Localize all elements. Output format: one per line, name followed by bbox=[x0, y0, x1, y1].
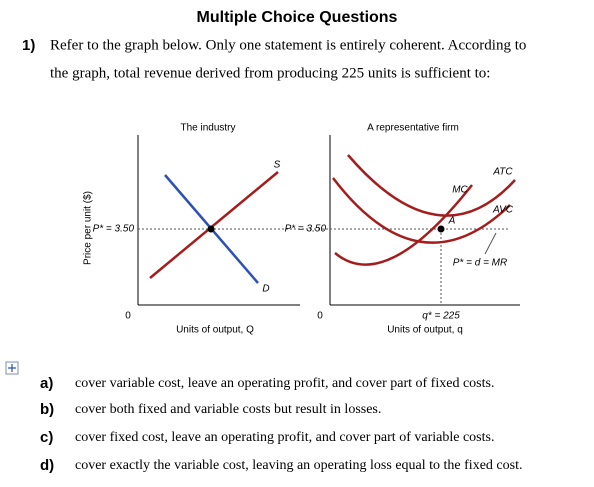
option-text: cover fixed cost, leave an operating pro… bbox=[75, 430, 494, 445]
point-label: A bbox=[448, 216, 456, 227]
x-axis-label: Units of output, q bbox=[387, 325, 463, 336]
equilibrium-point bbox=[437, 225, 445, 233]
industry-graph: The industry Price per unit ($) P* = 3.5… bbox=[83, 123, 330, 336]
demand-label: D bbox=[262, 284, 269, 295]
supply-curve bbox=[149, 171, 279, 279]
option-text: cover exactly the variable cost, leaving… bbox=[75, 458, 522, 473]
atc-curve bbox=[347, 154, 516, 217]
pointer bbox=[484, 232, 497, 255]
question-number: 1) bbox=[22, 37, 35, 54]
option-text: cover variable cost, leave an operating … bbox=[75, 376, 494, 391]
mc-curve bbox=[334, 184, 473, 266]
question-text: Refer to the graph below. Only one state… bbox=[50, 37, 526, 53]
title: Multiple Choice Questions bbox=[197, 9, 398, 26]
avc-curve bbox=[332, 177, 511, 244]
question-text: the graph, total revenue derived from pr… bbox=[50, 65, 490, 81]
quantity-label: q* = 225 bbox=[422, 311, 460, 322]
mr-label: P* = d = MR bbox=[453, 258, 507, 269]
move-handle[interactable] bbox=[5, 361, 19, 375]
firm-graph: A representative firm P* = 3.50 MC ATC A… bbox=[285, 123, 520, 336]
x-axis-label: Units of output, Q bbox=[176, 325, 254, 336]
origin-label: 0 bbox=[125, 311, 131, 322]
option-letter: c) bbox=[40, 429, 53, 446]
avc-label: AVC bbox=[492, 205, 514, 216]
panel-title: A representative firm bbox=[367, 123, 459, 134]
option-letter: a) bbox=[40, 375, 53, 392]
price-label: P* = 3.50 bbox=[93, 224, 135, 235]
origin-label: 0 bbox=[317, 311, 323, 322]
supply-label: S bbox=[274, 160, 281, 171]
handle-arrows bbox=[8, 364, 16, 372]
y-axis-label: Price per unit ($) bbox=[83, 191, 94, 265]
price-label: P* = 3.50 bbox=[285, 224, 327, 235]
options: a) cover variable cost, leave an operatin… bbox=[40, 375, 522, 474]
option-letter: d) bbox=[40, 457, 54, 474]
equilibrium-point bbox=[207, 225, 215, 233]
atc-label: ATC bbox=[492, 167, 513, 178]
mc-label: MC bbox=[452, 185, 468, 196]
panel-title: The industry bbox=[180, 123, 235, 134]
option-letter: b) bbox=[40, 401, 54, 418]
option-text: cover both fixed and variable costs but … bbox=[75, 402, 381, 417]
